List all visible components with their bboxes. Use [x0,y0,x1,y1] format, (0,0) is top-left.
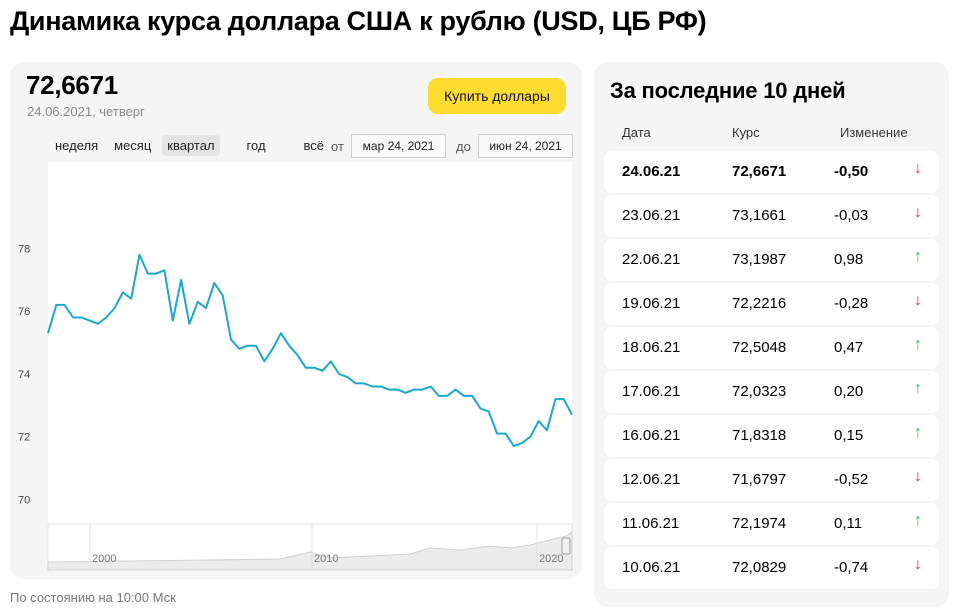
arrow-up-icon: ↑ [914,336,922,353]
arrow-down-icon: ↓ [914,204,922,221]
row-rate: 72,6671 [732,163,787,180]
recent-rows: 24.06.21 72,6671 -0,50 ↓ 23.06.21 73,1661 -0,0… [604,151,939,591]
table-row: 16.06.21 71,8318 0,15 ↑ [604,415,939,457]
plot-area [48,162,572,542]
arrow-up-icon: ↑ [914,512,922,529]
table-row: 10.06.21 72,0829 -0,74 ↓ [604,547,939,589]
row-date: 19.06.21 [622,295,681,312]
row-rate: 72,0323 [732,383,787,400]
arrow-up-icon: ↑ [914,380,922,397]
current-date: 24.06.2021, четверг [27,104,145,119]
arrow-up-icon: ↑ [914,248,922,265]
navigator-label: 2010 [314,553,338,565]
row-change: 0,15 [834,427,864,444]
row-rate: 72,1974 [732,515,787,532]
row-change: -0,03 [834,207,869,224]
row-rate: 73,1987 [732,251,787,268]
table-row: 12.06.21 71,6797 -0,52 ↓ [604,459,939,501]
row-date: 16.06.21 [622,427,681,444]
row-rate: 71,6797 [732,471,787,488]
rate-line [47,253,573,448]
arrow-down-icon: ↓ [914,468,922,485]
row-date: 10.06.21 [622,559,681,576]
status-note: По состоянию на 10:00 Мск [10,590,176,605]
y-tick-label: 74 [18,369,30,381]
arrow-down-icon: ↓ [914,292,922,309]
row-rate: 72,2216 [732,295,787,312]
row-date: 17.06.21 [622,383,681,400]
header-date: Дата [622,125,651,140]
row-date: 24.06.21 [622,163,681,180]
range-from-label: от [331,139,344,154]
table-row: 19.06.21 72,2216 -0,28 ↓ [604,283,939,325]
row-rate: 72,0829 [732,559,787,576]
row-date: 11.06.21 [622,515,680,532]
row-change: 0,20 [834,383,864,400]
y-tick-label: 72 [18,432,30,444]
row-date: 22.06.21 [622,251,681,268]
page-title: Динамика курса доллара США к рублю (USD,… [10,6,707,36]
chart-panel: 72,6671 24.06.2021, четверг Купить долла… [10,62,582,579]
table-row: 18.06.21 72,5048 0,47 ↑ [604,327,939,369]
row-change: 0,11 [834,515,863,532]
y-tick-label: 78 [18,243,30,255]
tab-all[interactable]: всё [303,138,325,153]
y-tick-label: 70 [18,494,30,506]
table-row: 11.06.21 72,1974 0,11 ↑ [604,503,939,545]
arrow-up-icon: ↑ [914,424,922,441]
navigator-label: 2020 [539,553,563,565]
table-row: 17.06.21 72,0323 0,20 ↑ [604,371,939,413]
header-rate: Курс [732,125,760,140]
table-header: Дата Курс Изменение [594,125,949,145]
recent-title: За последние 10 дней [610,78,846,103]
navigator-handle[interactable] [561,537,571,555]
range-to-label: до [456,139,471,154]
date-from-field[interactable]: мар 24, 2021 [351,134,446,158]
header-change: Изменение [840,125,908,140]
row-change: -0,52 [834,471,869,488]
navigator-label: 2000 [92,553,116,565]
buy-dollars-button[interactable]: Купить доллары [428,78,566,114]
arrow-down-icon: ↓ [914,556,922,573]
period-tabs: неделя месяц квартал год всё [50,135,335,156]
tab-year[interactable]: год [246,138,266,153]
row-change: 0,98 [834,251,864,268]
row-change: -0,50 [834,163,869,180]
row-change: -0,28 [834,295,869,312]
tab-quarter[interactable]: квартал [162,135,220,156]
tab-month[interactable]: месяц [114,138,152,153]
row-rate: 73,1661 [732,207,787,224]
table-row: 22.06.21 73,1987 0,98 ↑ [604,239,939,281]
row-date: 18.06.21 [622,339,681,356]
row-rate: 72,5048 [732,339,787,356]
date-to-field[interactable]: июн 24, 2021 [478,134,573,158]
navigator-history-area [47,531,573,571]
y-tick-label: 76 [18,306,30,318]
row-change: -0,74 [834,559,869,576]
row-date: 23.06.21 [622,207,681,224]
table-row: 23.06.21 73,1661 -0,03 ↓ [604,195,939,237]
tab-week[interactable]: неделя [55,138,99,153]
row-date: 12.06.21 [622,471,681,488]
row-change: 0,47 [834,339,864,356]
rate-chart[interactable]: 70727476785 апр19 апр3 май17 май31 май14… [10,62,582,579]
row-rate: 71,8318 [732,427,787,444]
recent-panel: За последние 10 дней Дата Курс Изменение… [594,62,949,607]
table-row: 24.06.21 72,6671 -0,50 ↓ [604,151,939,193]
arrow-down-icon: ↓ [914,160,922,177]
current-rate: 72,6671 [26,70,118,100]
